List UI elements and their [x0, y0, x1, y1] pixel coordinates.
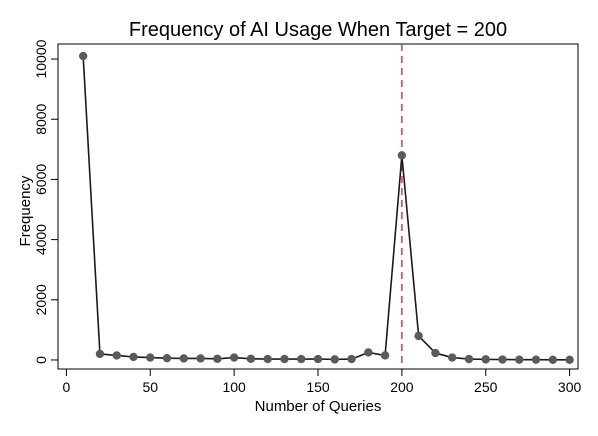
x-tick-label: 0 [62, 379, 70, 395]
data-point [297, 354, 306, 364]
data-point [129, 352, 138, 362]
data-point [565, 355, 574, 365]
data-point [464, 354, 474, 364]
data-point [112, 351, 121, 360]
data-point [447, 353, 457, 362]
data-point [95, 349, 105, 359]
data-point [146, 353, 155, 362]
data-point [162, 353, 172, 363]
data-point [498, 355, 507, 364]
data-point [347, 354, 356, 364]
data-point [229, 353, 239, 362]
data-point [481, 355, 490, 364]
x-tick-label: 250 [474, 379, 498, 395]
y-tick-label: 0 [33, 356, 49, 364]
data-point [213, 354, 222, 363]
x-axis: 0 50 100 150 200 250 300 [62, 369, 582, 395]
data-point [515, 355, 524, 364]
series-line [82, 55, 570, 361]
data-point [179, 354, 189, 363]
x-tick-label: 50 [142, 379, 158, 395]
data-point [531, 355, 541, 364]
x-axis-title: Number of Queries [255, 398, 382, 415]
y-tick-label: 8000 [33, 103, 49, 134]
y-tick-label: 4000 [33, 224, 49, 255]
y-axis: 0 2000 4000 6000 8000 10000 [33, 39, 58, 364]
plot-frame [57, 43, 579, 370]
data-point [380, 351, 390, 360]
data-point [78, 51, 88, 61]
data-point [313, 354, 323, 364]
data-point [280, 354, 289, 364]
data-point [397, 151, 407, 160]
x-tick-label: 200 [390, 379, 414, 395]
data-point [330, 355, 339, 364]
x-tick-label: 100 [222, 379, 246, 395]
data-point [364, 348, 373, 357]
x-tick-label: 300 [558, 379, 582, 395]
data-point [431, 348, 440, 358]
data-point [246, 354, 256, 363]
chart-title: Frequency of AI Usage When Target = 200 [129, 19, 507, 41]
y-tick-label: 10000 [33, 39, 49, 78]
x-tick-label: 150 [306, 379, 330, 395]
data-point [196, 354, 205, 363]
data-point [548, 355, 558, 365]
series-layer [78, 51, 574, 365]
y-tick-label: 6000 [33, 164, 49, 195]
y-tick-label: 2000 [33, 284, 49, 315]
y-axis-title: Frequency [17, 175, 34, 246]
data-point [414, 331, 423, 341]
data-point [263, 354, 272, 364]
